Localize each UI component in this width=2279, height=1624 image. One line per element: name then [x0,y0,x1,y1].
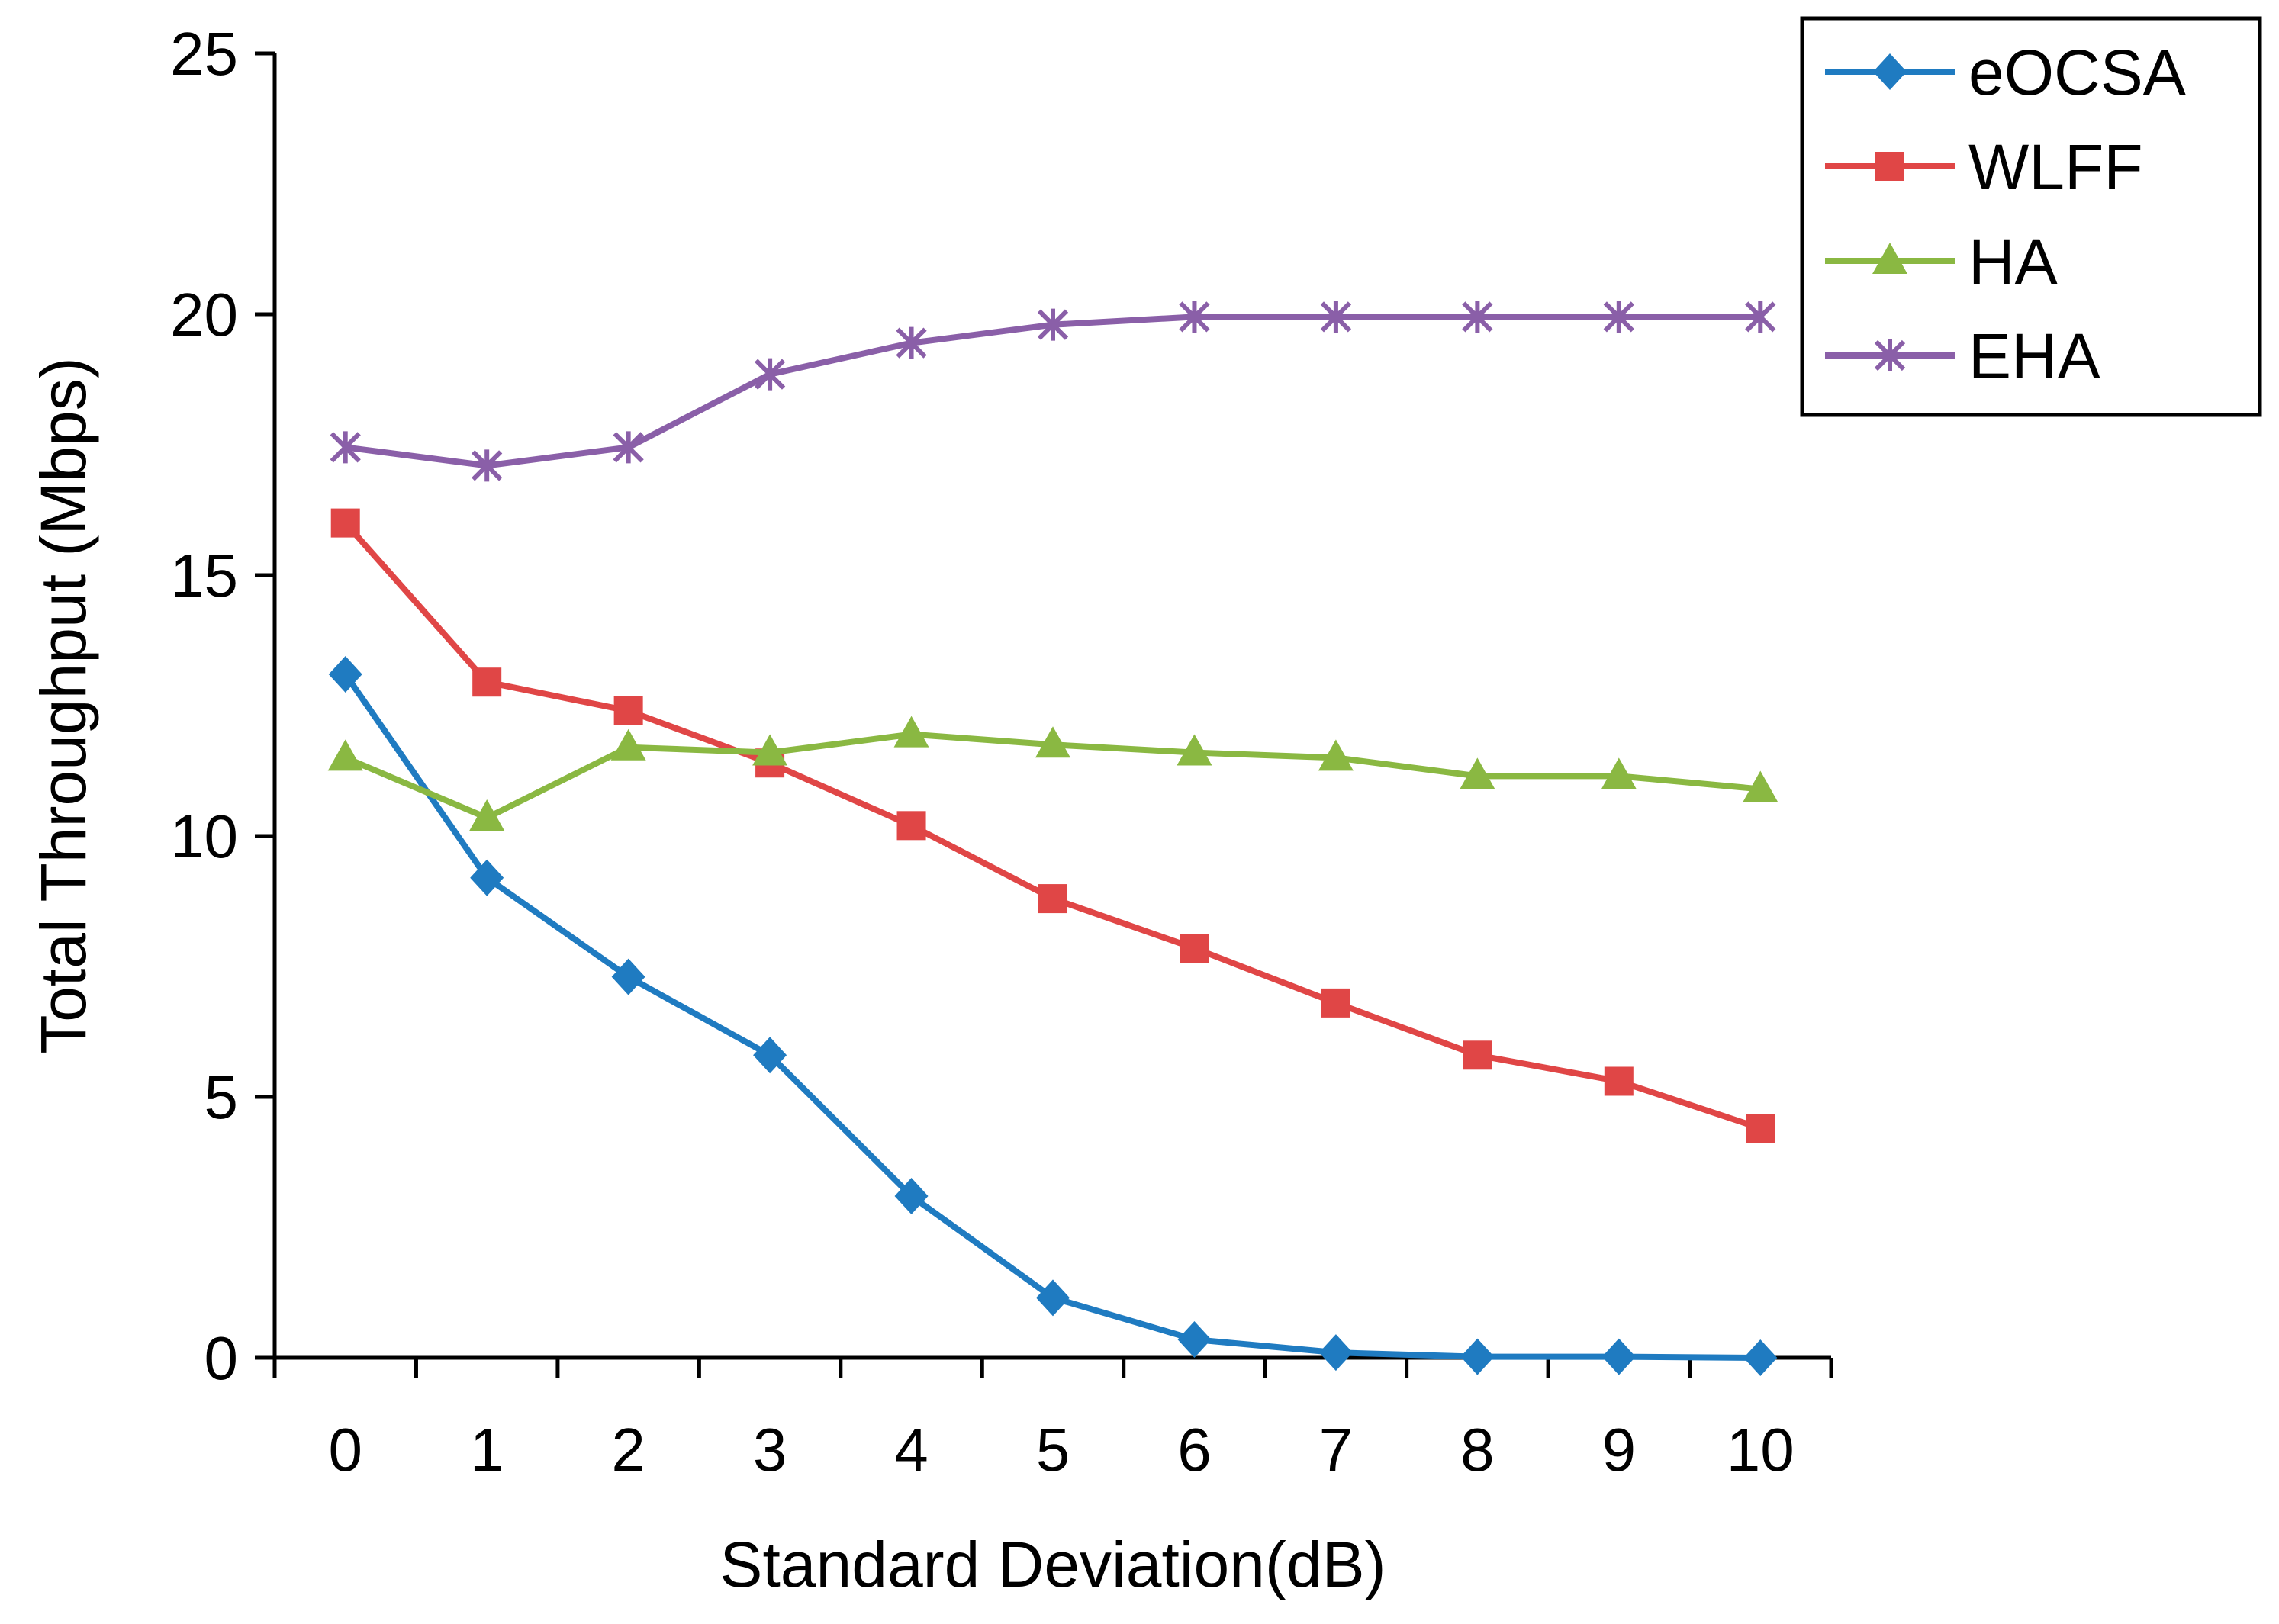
y-ticks: 0 5 10 15 20 25 [170,20,275,1392]
y-tick-label: 10 [170,802,238,870]
data-point [472,449,503,482]
x-tick-label: 4 [894,1416,929,1484]
x-tick-label: 1 [470,1416,504,1484]
data-point [330,431,361,464]
data-point [1321,988,1350,1018]
legend-swatch-marker [1873,53,1907,90]
legend-entry-ha: HA [1825,226,2058,297]
data-point [1318,739,1354,771]
data-point [1318,1334,1353,1372]
y-tick-label: 0 [204,1324,239,1392]
data-point [328,655,362,693]
data-point [1743,1339,1778,1376]
data-point [472,667,502,697]
data-point [613,696,643,725]
data-point [1179,301,1210,333]
legend-entry-eocsa: eOCSA [1825,37,2186,108]
y-tick-label: 20 [170,281,238,349]
x-ticks: 0 1 2 3 4 5 6 7 8 9 10 [272,1358,1833,1484]
data-point [1037,308,1069,341]
x-tick-label: 6 [1177,1416,1212,1484]
data-point [330,508,360,538]
data-point [469,799,505,831]
data-point [1177,1321,1212,1359]
data-point [1038,884,1067,914]
data-point [1320,301,1352,333]
data-point [611,958,645,995]
data-point [613,431,644,464]
legend-label: eOCSA [1968,37,2186,108]
data-point [752,734,788,766]
y-tick-label: 25 [170,20,238,88]
data-point [1604,1066,1634,1096]
x-tick-label: 7 [1319,1416,1354,1484]
data-point [753,1037,787,1074]
legend-box [1800,16,2262,417]
series-line [343,520,1762,1131]
x-tick-label: 9 [1602,1416,1637,1484]
y-tick-label: 5 [204,1063,239,1131]
data-point [1036,1279,1070,1317]
legend-entry-wlff: WLFF [1825,131,2143,203]
legend-swatch-marker [1874,339,1906,371]
data-point [1463,1040,1492,1070]
data-point [1743,770,1778,802]
data-point [327,739,363,771]
data-point [1745,301,1776,333]
legend-label: HA [1968,226,2058,297]
data-point [1601,1338,1636,1375]
data-point [896,811,926,841]
data-point [1035,726,1070,758]
series-eocsa [328,655,1778,1376]
x-tick-label: 8 [1460,1416,1495,1484]
legend-label: WLFF [1968,131,2143,203]
legend-entry-eha: EHA [1825,320,2100,392]
x-tick-label: 2 [611,1416,645,1484]
y-axis-title: Total Throughput (Mbps) [27,357,99,1054]
data-point [754,358,786,391]
series-ha [327,716,1778,831]
legend-label: EHA [1968,320,2100,392]
data-point [893,716,929,748]
y-tick-label: 15 [170,542,238,609]
series-eha [330,301,1776,482]
data-point [1746,1114,1775,1143]
legend-swatch-marker [1875,152,1904,181]
data-point [1462,301,1493,333]
series-layer [327,301,1778,1376]
data-point [1601,757,1637,789]
series-wlff [330,508,1775,1143]
data-point [470,859,504,896]
x-tick-label: 10 [1727,1416,1795,1484]
legend: eOCSA WLFF HA EHA [1800,16,2262,417]
axes [272,53,1831,1360]
data-point [894,1177,929,1214]
data-point [896,326,927,359]
data-point [1603,301,1634,333]
legend-swatch-marker [1872,243,1907,274]
data-point [1180,934,1209,963]
x-tick-label: 5 [1036,1416,1070,1484]
x-tick-label: 3 [753,1416,787,1484]
x-tick-label: 0 [328,1416,362,1484]
data-point [1460,757,1495,789]
data-point [1460,1338,1495,1375]
data-point [610,728,646,761]
data-point [1177,734,1212,766]
x-axis-title: Standard Deviation(dB) [719,1529,1386,1600]
